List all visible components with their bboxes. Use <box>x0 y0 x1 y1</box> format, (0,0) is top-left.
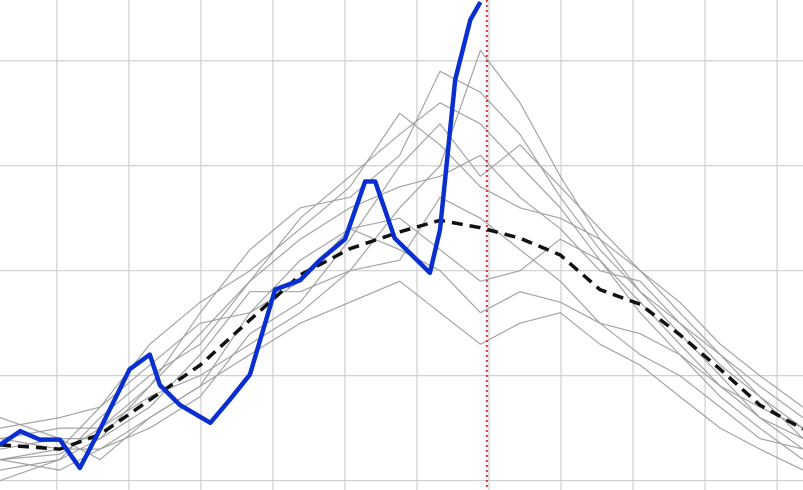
background-line <box>0 70 803 482</box>
background-line <box>0 123 803 471</box>
background-line <box>0 112 803 461</box>
background-line <box>0 217 803 461</box>
background-line <box>0 154 803 471</box>
background-line <box>0 228 803 461</box>
background-line <box>0 196 803 440</box>
background-line <box>0 102 803 461</box>
highlight-line <box>0 0 483 471</box>
